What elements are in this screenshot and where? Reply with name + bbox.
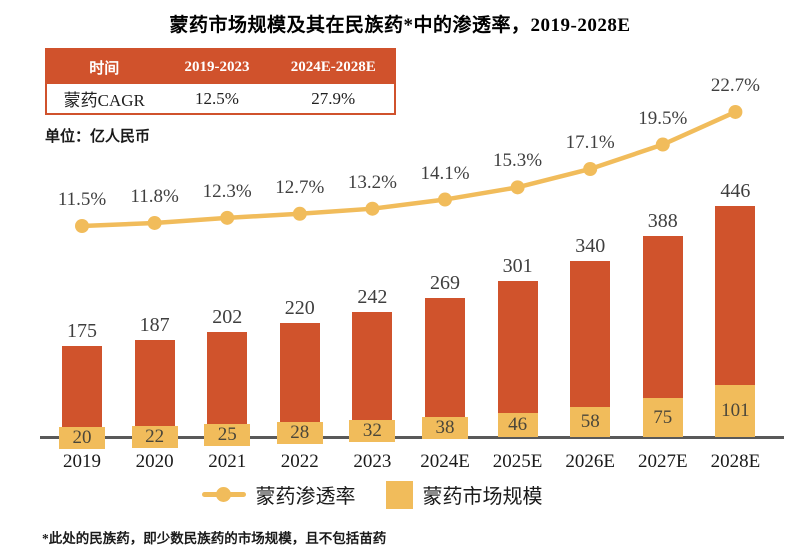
bar-segment-total xyxy=(715,205,756,385)
bar-segment-mongolian-medicine: 20 xyxy=(59,426,105,449)
penetration-rate-label: 19.5% xyxy=(638,107,688,129)
bar-total-label: 340 xyxy=(575,234,606,257)
bar-segment-mongolian-medicine: 46 xyxy=(497,413,538,437)
bar-segment-mongolian-medicine: 75 xyxy=(642,398,683,437)
bar-segment-mongolian-medicine: 25 xyxy=(204,424,251,447)
cagr-value-period-1: 12.5% xyxy=(195,88,239,108)
line-data-point xyxy=(510,180,525,195)
bar-segment-mongolian-medicine: 28 xyxy=(276,422,323,445)
x-axis-label: 2023 xyxy=(353,451,392,472)
bar-total-label: 301 xyxy=(502,255,533,278)
penetration-rate-label: 15.3% xyxy=(493,150,543,172)
bar-segment-total xyxy=(642,236,683,399)
bar-segment-total xyxy=(570,260,611,407)
bar-segment-total xyxy=(62,346,102,427)
x-axis-label: 2022 xyxy=(280,451,319,472)
bar-swatch-icon xyxy=(385,480,413,509)
x-axis-line xyxy=(40,436,784,439)
x-axis-label: 2021 xyxy=(208,451,247,472)
penetration-rate-label: 11.8% xyxy=(130,185,179,207)
bar-total-label: 220 xyxy=(284,297,315,320)
line-data-point xyxy=(292,206,307,221)
cagr-value-period-2: 27.9% xyxy=(311,88,356,108)
cagr-header-time: 时间 xyxy=(89,60,120,77)
line-marker-icon xyxy=(201,487,246,502)
x-axis-label: 2020 xyxy=(135,451,174,472)
line-data-point xyxy=(583,161,598,176)
penetration-rate-label: 11.5% xyxy=(57,189,107,210)
bar-total-label: 446 xyxy=(720,179,751,202)
bar-segment-mongolian-medicine: 32 xyxy=(349,420,396,443)
x-axis-label: 2027E xyxy=(637,451,688,472)
legend-label-market-size: 蒙药市场规模 xyxy=(422,486,543,508)
line-data-point xyxy=(220,210,235,225)
legend-item-penetration: 蒙药渗透率 xyxy=(201,480,356,509)
bar-segment-mongolian-medicine: 101 xyxy=(715,384,756,437)
bar-total-label: 242 xyxy=(357,285,388,308)
cagr-table: 时间 2019-2023 2024E-2028E 蒙药CAGR 12.5% 27… xyxy=(45,48,396,115)
line-data-point xyxy=(438,192,452,207)
bar-total-label: 175 xyxy=(67,320,97,343)
chart-legend: 蒙药渗透率 蒙药市场规模 xyxy=(0,480,772,509)
footnote: *此处的民族药，即少数民族药的市场规模，且不包括苗药 xyxy=(42,531,387,546)
cagr-table-header-row: 时间 2019-2023 2024E-2028E xyxy=(47,50,394,84)
chart-title: 蒙药市场规模及其在民族药*中的渗透率，2019-2028E xyxy=(169,15,631,36)
line-data-point xyxy=(728,104,743,119)
bar-segment-total xyxy=(279,323,320,423)
bar-segment-mongolian-medicine: 38 xyxy=(422,417,468,440)
penetration-rate-label: 13.2% xyxy=(347,171,397,193)
bar-segment-total xyxy=(497,281,538,414)
penetration-rate-label: 14.1% xyxy=(420,162,470,184)
cagr-header-period-1: 2019-2023 xyxy=(184,58,250,75)
penetration-rate-label: 12.3% xyxy=(202,180,252,202)
bar-segment-total xyxy=(134,340,175,426)
bar-segment-total xyxy=(425,297,465,418)
line-data-point xyxy=(147,215,162,230)
penetration-rate-label: 22.7% xyxy=(710,74,760,96)
penetration-rate-label: 12.7% xyxy=(275,176,325,198)
x-axis-label: 2026E xyxy=(565,451,615,472)
penetration-rate-label: 17.1% xyxy=(565,131,615,153)
bar-segment-total xyxy=(352,311,393,421)
bar-segment-mongolian-medicine: 22 xyxy=(131,425,178,448)
x-axis-label: 2028E xyxy=(710,451,761,472)
unit-label: 单位：亿人民币 xyxy=(45,129,151,145)
bar-total-label: 187 xyxy=(139,314,170,337)
bar-segment-total xyxy=(207,332,248,425)
legend-label-penetration: 蒙药渗透率 xyxy=(255,486,356,508)
bar-total-label: 202 xyxy=(212,306,243,329)
x-axis-label: 2024E xyxy=(420,451,470,472)
cagr-row-label: 蒙药CAGR xyxy=(63,91,145,110)
bar-segment-mongolian-medicine: 58 xyxy=(570,406,611,437)
bar-total-label: 388 xyxy=(647,210,678,233)
legend-item-market-size: 蒙药市场规模 xyxy=(385,480,543,509)
x-axis-label: 2019 xyxy=(63,451,101,472)
x-axis-label: 2025E xyxy=(492,451,543,472)
cagr-header-period-2: 2024E-2028E xyxy=(290,58,376,75)
line-data-point xyxy=(655,137,670,152)
line-data-point xyxy=(365,201,380,216)
line-data-point xyxy=(75,219,89,233)
bar-total-label: 269 xyxy=(430,271,460,294)
cagr-table-value-row: 蒙药CAGR 12.5% 27.9% xyxy=(47,84,394,113)
